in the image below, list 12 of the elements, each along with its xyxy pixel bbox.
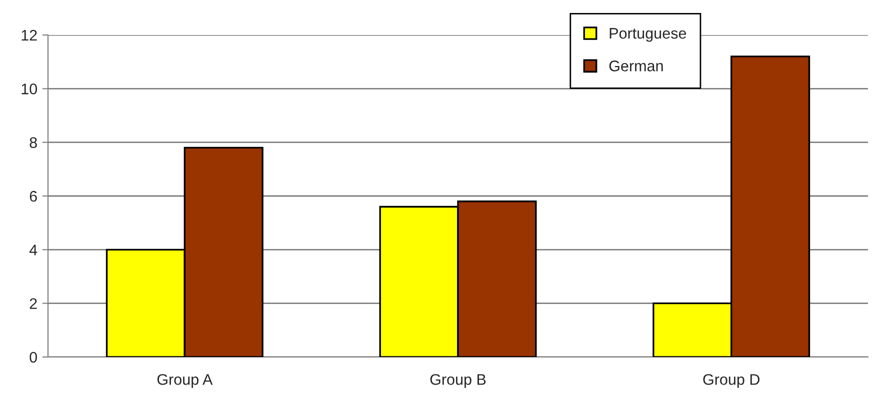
y-tick-label: 6 [30, 190, 37, 202]
y-tick-label: 10 [22, 84, 37, 94]
x-tick-label: Group D [703, 374, 760, 388]
y-tick-label: 4 [29, 244, 38, 256]
y-tick-label: 2 [30, 298, 37, 309]
y-tick-label: 0 [30, 352, 37, 363]
y-tick-label: 12 [22, 30, 37, 41]
x-tick-label: Group B [430, 374, 486, 388]
y-tick-label: 8 [30, 137, 37, 148]
legend-label: Portuguese [610, 28, 686, 42]
x-tick-label: Group A [157, 374, 213, 388]
legend-label: German [609, 60, 663, 72]
